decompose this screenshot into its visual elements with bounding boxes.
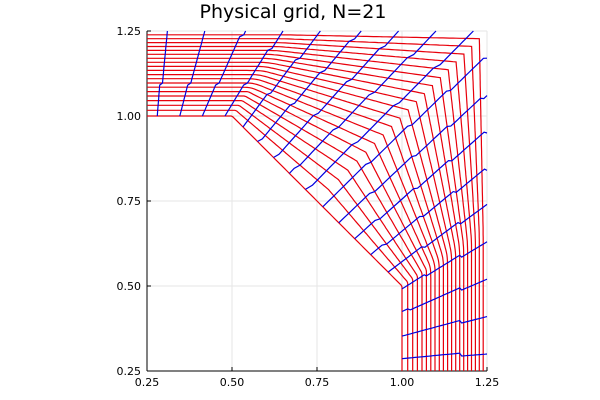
blue-curve-12 [370, 168, 488, 256]
blue-curve-11 [354, 131, 488, 240]
x-tick-label-0: 0.25 [135, 376, 160, 389]
blue-curve-9 [322, 57, 488, 208]
red-curve-family [147, 34, 484, 371]
y-tick-label-2: 0.75 [117, 195, 142, 208]
red-curve-2 [147, 100, 418, 371]
chart-title: Physical grid, N=21 [200, 1, 387, 23]
y-tick-label-0: 0.25 [117, 365, 142, 378]
blue-curve-1 [179, 30, 206, 117]
red-curve-9 [147, 69, 449, 371]
blue-curve-6 [273, 30, 400, 159]
red-curve-8 [147, 74, 444, 371]
red-curve-16 [147, 42, 476, 371]
blue-curve-17 [401, 352, 488, 360]
red-curve-5 [147, 86, 432, 371]
x-tick-label-3: 1.00 [390, 376, 415, 389]
red-curve-7 [147, 78, 440, 371]
blue-curve-14 [401, 241, 488, 290]
y-tick-label-4: 1.25 [117, 25, 142, 38]
red-curve-14 [147, 49, 469, 371]
x-tick-label-4: 1.25 [475, 376, 500, 389]
blue-curve-7 [288, 30, 437, 174]
red-curve-0 [147, 109, 409, 371]
red-curve-10 [147, 65, 453, 371]
blue-curve-4 [242, 30, 321, 128]
red-curve-12 [147, 57, 461, 371]
red-curve-6 [147, 82, 436, 371]
red-curve-11 [147, 61, 457, 371]
red-curve-boundary [147, 115, 403, 371]
blue-curve-15 [401, 278, 488, 313]
red-curve-15 [147, 45, 473, 371]
tick-labels: 0.25 0.50 0.75 1.00 1.25 0.25 0.50 0.75 1.00 1.25 [117, 25, 500, 389]
blue-curve-10 [338, 95, 488, 224]
blue-curve-0 [156, 30, 168, 117]
blue-curve-3 [224, 30, 284, 117]
y-tick-label-1: 0.50 [117, 280, 142, 293]
red-curve-18 [147, 34, 484, 371]
red-curve-13 [147, 53, 465, 371]
red-curve-4 [147, 91, 427, 371]
x-tick-label-2: 0.75 [305, 376, 330, 389]
blue-curve-family [156, 30, 488, 360]
blue-curve-16 [401, 316, 488, 337]
blue-curve-8 [305, 30, 474, 190]
red-curve-1 [147, 104, 414, 371]
blue-curve-5 [257, 30, 362, 143]
blue-curve-2 [201, 30, 247, 117]
y-tick-label-3: 1.00 [117, 110, 142, 123]
red-curve-3 [147, 95, 423, 371]
red-curve-17 [147, 38, 480, 371]
x-tick-label-1: 0.50 [220, 376, 245, 389]
blue-curve-13 [387, 203, 488, 273]
